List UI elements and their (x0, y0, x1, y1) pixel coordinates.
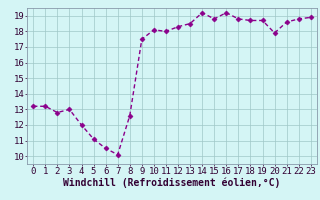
X-axis label: Windchill (Refroidissement éolien,°C): Windchill (Refroidissement éolien,°C) (63, 177, 281, 188)
